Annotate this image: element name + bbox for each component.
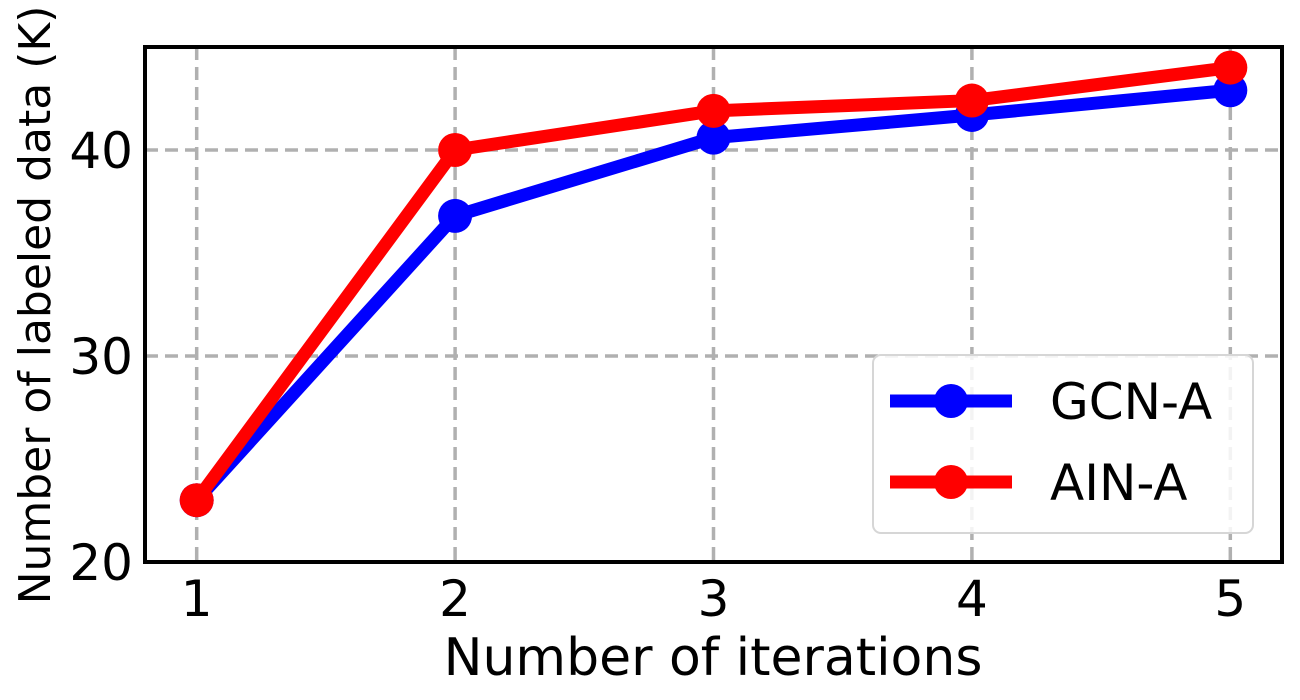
data-point <box>696 120 731 155</box>
x-tick-label: 3 <box>698 570 730 628</box>
data-point <box>438 133 473 167</box>
y-tick-label: 20 <box>69 534 133 592</box>
legend-label: AIN-A <box>1050 454 1188 512</box>
x-tick-label: 5 <box>1214 570 1246 628</box>
data-point <box>179 483 214 518</box>
x-tick-label: 4 <box>956 570 988 628</box>
legend-label: GCN-A <box>1050 373 1212 431</box>
plot-frame <box>143 45 1284 564</box>
data-point <box>954 83 989 118</box>
x-tick-label: 1 <box>181 570 213 628</box>
legend: GCN-A AIN-A <box>872 354 1254 534</box>
data-point <box>696 93 731 128</box>
data-point <box>1213 50 1248 85</box>
x-axis-label: Number of iterations <box>444 628 983 688</box>
legend-marker <box>934 384 968 418</box>
y-axis-label: Number of labeled data (K) <box>10 6 61 605</box>
x-tick-label: 2 <box>439 570 471 628</box>
y-tick-label: 40 <box>69 122 133 180</box>
series-layer <box>179 50 1248 518</box>
tick-labels: 1 2 3 4 5 20 30 40 <box>69 122 1246 628</box>
series-AIN-A <box>179 50 1248 518</box>
y-tick-label: 30 <box>69 328 133 386</box>
data-point <box>438 198 473 233</box>
legend-marker <box>934 465 968 499</box>
